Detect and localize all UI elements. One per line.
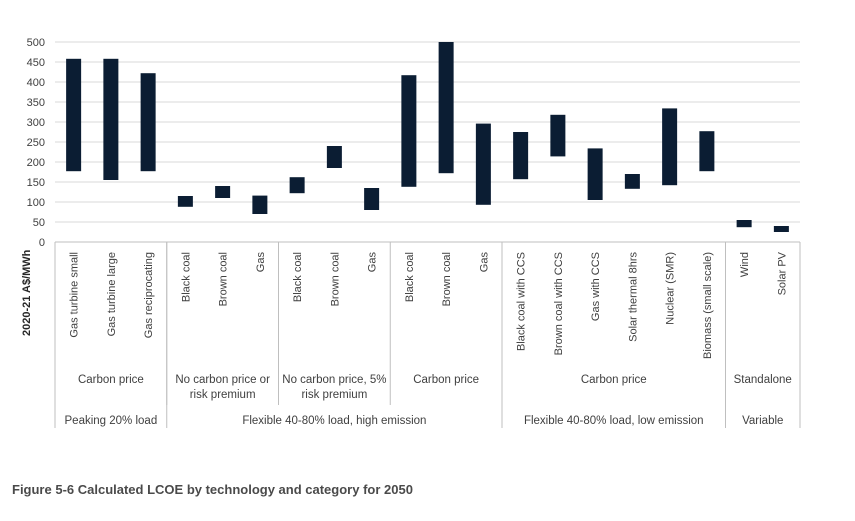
bar-range — [215, 186, 231, 198]
category-label: Brown coal — [329, 252, 341, 306]
category-label: Brown coal — [218, 252, 230, 306]
bar-range — [699, 131, 715, 172]
group-label: Flexible 40-80% load, high emission — [242, 415, 426, 427]
bar-range — [624, 174, 640, 189]
bar-range — [289, 177, 305, 194]
lcoe-chart: 0 50 100 150 200 250 300 350 400 450 500 Gas turbi… — [21, 37, 801, 428]
subgroup-label: No carbon price, 5% — [282, 374, 386, 386]
bar-range — [252, 195, 268, 214]
group-label: Variable — [742, 415, 783, 427]
subgroup-label: risk premium — [190, 389, 256, 401]
group-label: Flexible 40-80% load, low emission — [524, 415, 704, 427]
category-label: Gas — [478, 252, 490, 273]
category-label: Biomass (small scale) — [702, 252, 714, 359]
gridlines — [55, 41, 800, 223]
category-label: Gas with CCS — [590, 252, 602, 321]
subgroup-label: No carbon price or — [175, 374, 270, 386]
subgroup-label: Carbon price — [581, 374, 647, 386]
bars — [66, 42, 789, 232]
bar-range — [177, 196, 193, 207]
y-tick-label: 400 — [27, 77, 45, 89]
bar-range — [773, 226, 789, 232]
bar-range — [513, 132, 529, 180]
subgroup-label: Standalone — [734, 374, 792, 386]
bar-range — [550, 114, 566, 157]
category-label: Black coal — [292, 252, 304, 302]
category-label: Wind — [739, 252, 751, 277]
y-tick-label: 100 — [27, 197, 45, 209]
bar-range — [326, 146, 342, 168]
category-label: Gas — [255, 252, 267, 273]
category-label: Nuclear (SMR) — [665, 252, 677, 325]
y-tick-label: 50 — [33, 217, 45, 229]
category-label: Brown coal with CCS — [553, 252, 565, 355]
bar-range — [401, 75, 417, 187]
y-tick-label: 350 — [27, 97, 45, 109]
category-label: Gas — [367, 252, 379, 273]
subgroup-label: Carbon price — [78, 374, 144, 386]
y-tick-label: 200 — [27, 157, 45, 169]
bar-range — [662, 108, 678, 186]
category-table: Carbon price No carbon price or risk premi… — [54, 241, 801, 428]
group-label: Peaking 20% load — [65, 415, 158, 427]
y-axis-label: 2020-21 A$/MWh — [21, 249, 33, 336]
category-label: Gas turbine small — [69, 252, 81, 338]
category-label: Black coal with CCS — [516, 252, 528, 351]
category-label: Gas turbine large — [106, 252, 118, 336]
bar-range — [475, 123, 491, 205]
y-tick-label: 450 — [27, 57, 45, 69]
category-labels: Gas turbine small Gas turbine large Gas re… — [69, 251, 789, 359]
category-label: Black coal — [180, 252, 192, 302]
y-tick-label: 150 — [27, 177, 45, 189]
subgroup-label: risk premium — [301, 389, 367, 401]
category-label: Solar thermal 8hrs — [627, 252, 639, 342]
subgroup-label: Carbon price — [413, 374, 479, 386]
category-label: Gas reciprocating — [143, 252, 155, 338]
bar-range — [364, 188, 380, 210]
bar-range — [103, 58, 119, 180]
bar-range — [587, 148, 603, 200]
category-label: Solar PV — [776, 251, 788, 295]
y-tick-label: 0 — [39, 237, 45, 249]
y-tick-label: 500 — [27, 37, 45, 49]
category-label: Brown coal — [441, 252, 453, 306]
bar-range — [66, 58, 82, 172]
y-tick-label: 250 — [27, 137, 45, 149]
y-tick-label: 300 — [27, 117, 45, 129]
bar-range — [438, 42, 454, 174]
category-label: Black coal — [404, 252, 416, 302]
figure-caption: Figure 5-6 Calculated LCOE by technology… — [12, 482, 413, 497]
bar-range — [736, 220, 752, 228]
bar-range — [140, 73, 156, 172]
y-axis-ticks: 0 50 100 150 200 250 300 350 400 450 500 — [27, 37, 45, 249]
